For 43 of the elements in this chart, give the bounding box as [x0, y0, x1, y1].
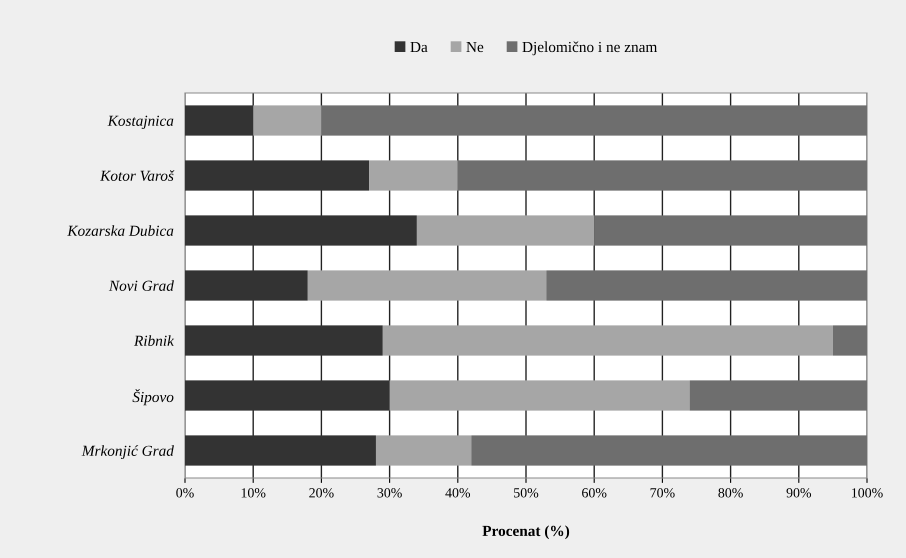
y-tick-label: Novi Grad [108, 280, 174, 291]
x-tick-label: 100% [852, 488, 883, 498]
bar [416, 215, 594, 246]
bar [185, 270, 308, 301]
x-tick-label: 30% [378, 488, 402, 498]
bar [185, 435, 376, 466]
y-tick-label: Šipovo [132, 388, 174, 406]
bar [594, 215, 867, 246]
x-tick-label: 0% [176, 488, 194, 498]
y-tick-label: Mrkonjić Grad [82, 445, 174, 460]
bar [690, 380, 867, 411]
bar [185, 215, 417, 246]
bar [390, 380, 690, 411]
x-tick-label: 70% [650, 488, 675, 498]
legend-label: Da [410, 42, 428, 52]
y-tick-label: Ribnik [134, 335, 174, 346]
x-tick-label: 50% [514, 488, 538, 498]
bar [253, 105, 322, 136]
bar [471, 435, 867, 466]
bar [185, 380, 390, 411]
bar [376, 435, 472, 466]
x-tick-label: 10% [242, 488, 266, 498]
bar [321, 105, 867, 136]
bar [185, 325, 383, 356]
y-tick-label: Kotor Varoš [100, 170, 174, 182]
bar [369, 160, 458, 191]
x-tick-label: 20% [309, 488, 334, 498]
y-tick-label: Kozarska Dubica [67, 225, 174, 236]
bar [832, 325, 867, 356]
x-tick-label: 90% [786, 488, 812, 498]
legend-label: Djelomično i ne znam [522, 41, 658, 56]
bar [458, 160, 867, 191]
legend-label: Ne [466, 42, 484, 52]
bar [185, 160, 370, 191]
x-tick-label: 40% [445, 488, 470, 498]
x-tick-label: 80% [718, 488, 743, 498]
x-axis-title: Procenat (%) [482, 525, 570, 540]
y-tick-label: Kostajnica [108, 116, 174, 130]
bar [185, 105, 254, 136]
bar [308, 270, 546, 301]
bar [546, 270, 867, 301]
x-tick-label: 60% [582, 488, 606, 498]
bar [382, 325, 833, 356]
